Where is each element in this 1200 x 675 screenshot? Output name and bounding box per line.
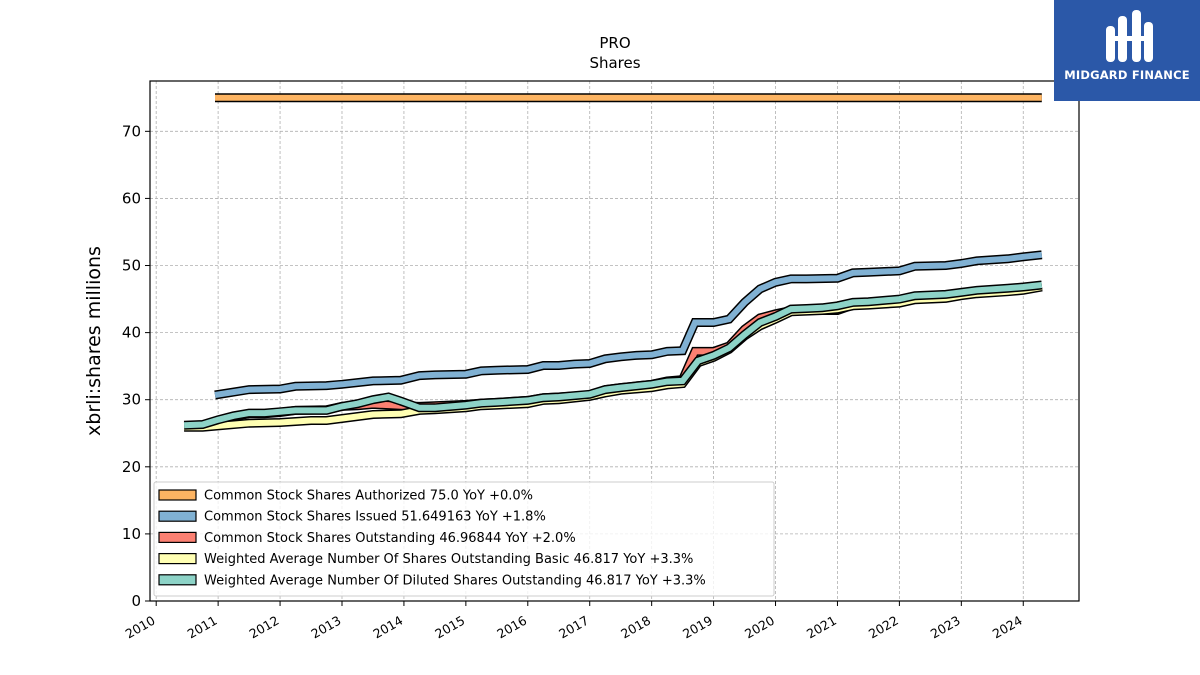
x-tick-label: 2016 [494,613,529,642]
series-group [183,93,1043,432]
series-outline-1 [214,250,1043,400]
y-tick-label: 70 [122,122,141,140]
legend-label-2: Common Stock Shares Outstanding 46.96844… [204,531,576,546]
legend: Common Stock Shares Authorized 75.0 YoY … [153,481,775,597]
y-tick-label: 30 [122,391,141,409]
x-tick-label: 2021 [804,613,839,642]
y-tick-label: 0 [131,592,141,610]
y-tick-label: 60 [122,189,141,207]
brand-name: MIDGARD FINANCE [1064,68,1190,82]
legend-label-4: Weighted Average Number Of Diluted Share… [204,573,706,588]
chart-title: PRO [599,34,630,52]
x-tick-label: 2017 [556,613,591,642]
x-tick-label: 2014 [370,613,405,642]
midgard-finance-logo-icon [1106,10,1153,62]
series-line-1 [214,251,1043,398]
plot-frame [149,80,1080,602]
legend-box [153,481,775,597]
legend-swatch-1 [158,510,197,522]
brand-logo: MIDGARD FINANCE [1054,0,1200,101]
chart-subtitle: Shares [589,54,640,72]
x-tick-label: 2022 [866,613,901,642]
legend-swatch-2 [158,531,197,544]
x-tick-label: 2024 [990,613,1025,642]
y-tick-label: 10 [122,525,141,543]
x-tick-label: 2013 [308,613,343,642]
y-tick-label: 20 [122,458,141,476]
legend-label-0: Common Stock Shares Authorized 75.0 YoY … [204,489,533,504]
legend-label-3: Weighted Average Number Of Shares Outsta… [204,552,693,567]
x-tick-label: 2023 [928,613,963,642]
x-tick-label: 2020 [742,613,777,642]
x-tick-label: 2012 [247,613,282,642]
legend-swatch-4 [158,574,197,586]
x-tick-label: 2019 [680,613,715,642]
x-tick-label: 2018 [618,613,653,642]
series-line-4 [183,282,1043,429]
y-axis-label: xbrli:shares millions [83,246,105,436]
grid [150,81,1079,601]
x-tick-label: 2010 [123,613,158,642]
legend-swatch-3 [158,552,197,565]
y-tick-label: 40 [122,324,141,342]
y-tick-label: 50 [122,257,141,275]
x-tick-label: 2015 [432,613,467,642]
legend-swatch-0 [158,489,197,501]
x-tick-label: 2011 [185,613,220,642]
legend-label-1: Common Stock Shares Issued 51.649163 YoY… [204,510,546,525]
